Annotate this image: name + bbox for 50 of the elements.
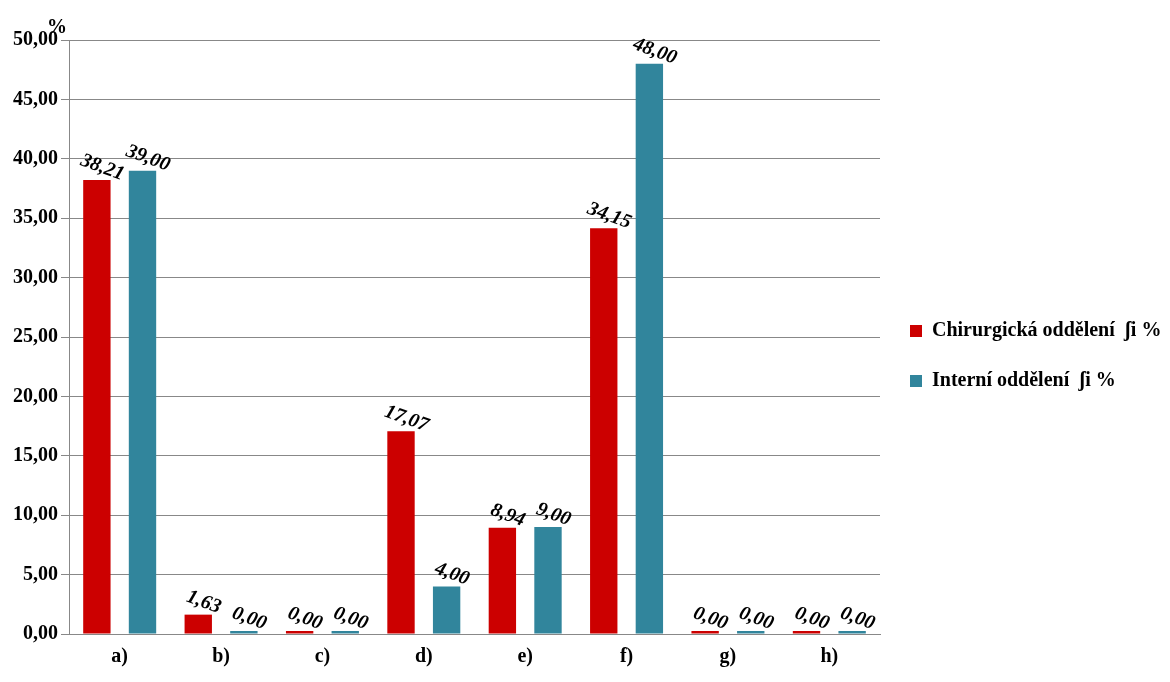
legend-label: Chirurgická oddělení ʃi %: [932, 318, 1162, 342]
data-label: 1,63: [184, 584, 225, 617]
bar: [534, 527, 562, 634]
data-label: 17,07: [382, 399, 433, 436]
y-tick-label: 45,00: [13, 86, 58, 109]
bar: [488, 527, 517, 634]
data-label: 34,15: [583, 195, 635, 233]
bar: [83, 180, 111, 634]
x-tick-label: a): [111, 644, 129, 668]
y-tick-label: 15,00: [13, 442, 58, 465]
bar: [590, 228, 618, 634]
x-tick-label: g): [719, 644, 737, 668]
data-label: 48,00: [629, 31, 681, 68]
bar: [792, 631, 821, 634]
y-tick-label: 5,00: [23, 561, 58, 584]
y-tick-label: 10,00: [13, 502, 58, 525]
bar: [331, 631, 359, 634]
x-tick-label: f): [619, 644, 634, 668]
data-label: 0,00: [837, 600, 879, 634]
data-label: 0,00: [285, 600, 326, 634]
x-tick-label: d): [414, 644, 433, 668]
legend-label: Interní oddělení ʃi %: [932, 368, 1116, 392]
x-tick-label: h): [820, 644, 839, 668]
bar: [838, 631, 866, 634]
bar: [432, 586, 461, 634]
bar: [387, 431, 415, 634]
data-label: 0,00: [331, 600, 372, 634]
data-label: 4,00: [431, 555, 473, 589]
data-label: 9,00: [533, 496, 575, 530]
y-tick-label: 25,00: [13, 324, 58, 347]
data-label: 0,00: [229, 600, 271, 634]
bar: [230, 631, 258, 634]
y-tick-label: 30,00: [13, 264, 58, 287]
x-tick-label: e): [517, 644, 533, 668]
data-label: 0,00: [736, 600, 778, 634]
bar: [184, 614, 212, 634]
y-tick-label: 20,00: [13, 383, 58, 406]
bar: [128, 170, 157, 634]
data-label: 0,00: [690, 600, 732, 634]
data-label: 0,00: [792, 600, 833, 634]
bar: [691, 631, 719, 634]
bar: [285, 631, 314, 634]
y-tick-label: 35,00: [13, 205, 58, 228]
bar: [737, 631, 765, 634]
y-tick-label: 40,00: [13, 145, 58, 168]
data-label: 8,94: [488, 497, 529, 531]
x-tick-label: c): [314, 644, 331, 668]
y-tick-label: 0,00: [23, 621, 58, 644]
x-tick-label: b): [212, 644, 230, 668]
bar: [635, 63, 664, 634]
